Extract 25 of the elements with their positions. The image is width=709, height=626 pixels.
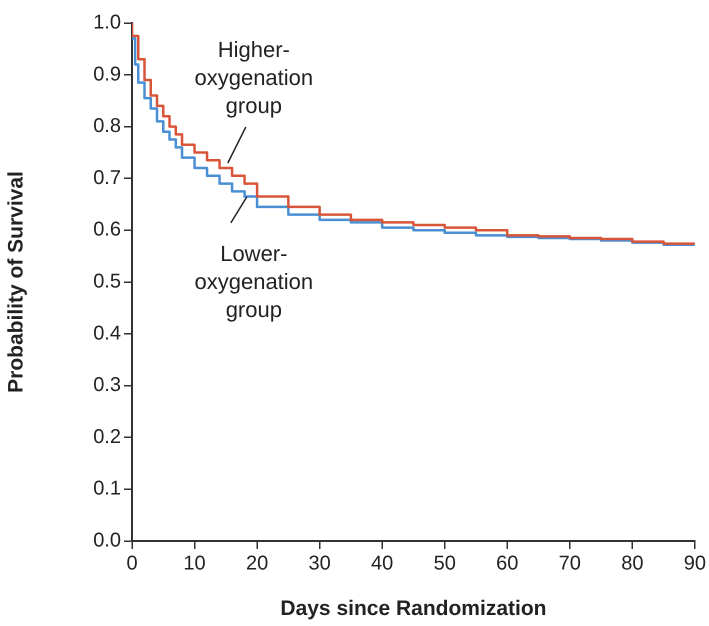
- x-tick-label: 50: [434, 552, 456, 575]
- annotation: Higher- oxygenation group: [194, 37, 314, 118]
- y-tick-label: 0.4: [93, 322, 121, 344]
- x-tick-label: 70: [558, 552, 581, 575]
- annotation: Lower- oxygenation group: [194, 240, 314, 322]
- x-tick-label: 0: [126, 552, 138, 575]
- y-tick-label: 0.0: [93, 530, 121, 552]
- y-tick-label: 0.3: [93, 374, 121, 396]
- y-tick-label: 0.9: [93, 63, 121, 86]
- y-tick-label: 0.5: [93, 270, 121, 293]
- y-tick-label: 0.2: [93, 426, 121, 448]
- x-axis-title: Days since Randomization: [280, 597, 546, 620]
- y-tick-label: 0.8: [93, 115, 121, 138]
- y-tick-label: 1.0: [93, 12, 121, 34]
- x-tick-label: 90: [684, 552, 706, 575]
- x-tick-label: 80: [621, 552, 644, 575]
- x-tick-label: 40: [371, 552, 394, 575]
- y-tick-label: 0.7: [93, 166, 121, 189]
- y-tick-label: 0.1: [93, 478, 121, 500]
- x-tick-label: 10: [183, 552, 206, 575]
- x-tick-label: 30: [308, 552, 331, 575]
- x-tick-label: 60: [496, 552, 518, 575]
- y-axis-title: Probability of Survival: [4, 171, 28, 393]
- x-tick-label: 20: [246, 552, 268, 575]
- y-tick-label: 0.6: [93, 218, 121, 241]
